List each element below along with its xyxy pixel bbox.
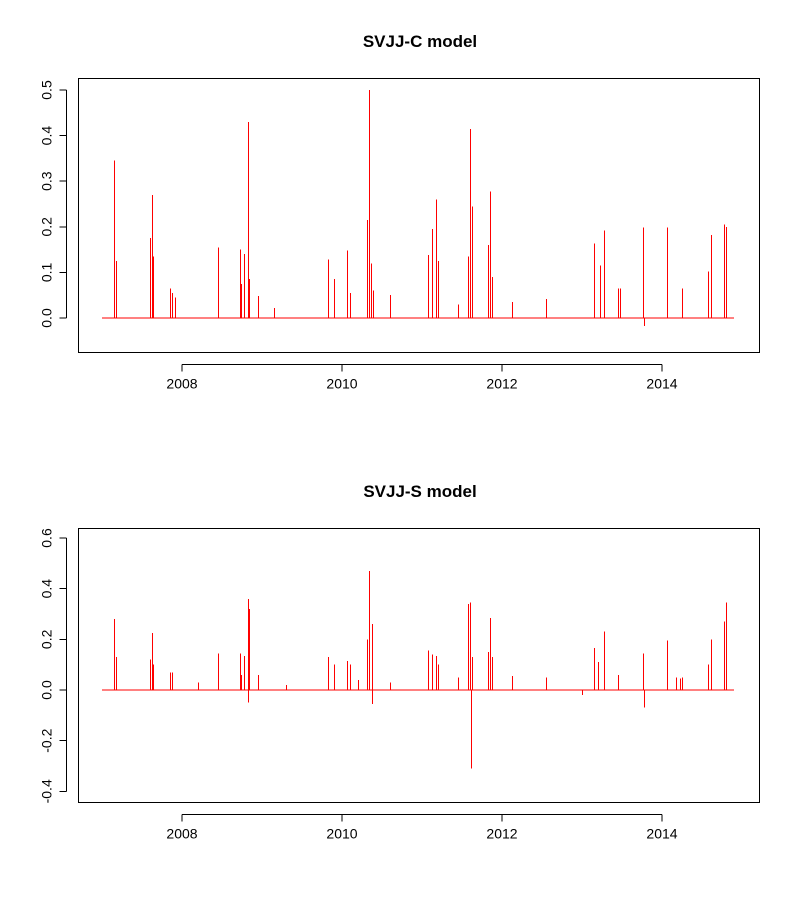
x-tick-label: 2008 [166,826,197,842]
y-axis: -0.4 -0.2 0.0 0.2 0.4 0.6 [39,528,67,803]
y-tick-label: 0.5 [39,80,55,100]
x-tick-label: 2008 [166,376,197,392]
chart-title: SVJJ-C model [363,32,477,51]
y-axis: 0.0 0.1 0.2 0.3 0.4 0.5 [39,80,67,328]
y-tick-label: 0.4 [39,126,55,146]
y-tick-label: 0.6 [39,528,55,548]
y-tick-label: 0.2 [39,629,55,649]
series-svjj-s [102,570,734,769]
x-tick-label: 2014 [646,376,677,392]
y-tick-label: 0.3 [39,171,55,191]
y-tick-label: 0.0 [39,308,55,328]
x-tick-label: 2014 [646,826,677,842]
y-tick-label: 0.2 [39,217,55,237]
y-tick-label: 0.4 [39,579,55,599]
x-tick-label: 2010 [326,826,357,842]
x-tick-label: 2012 [486,826,517,842]
x-axis: 2008 2010 2012 2014 [166,364,678,392]
x-axis: 2008 2010 2012 2014 [166,814,678,842]
x-tick-label: 2010 [326,376,357,392]
chart-title: SVJJ-S model [363,482,476,501]
y-tick-label: -0.4 [39,779,55,803]
y-tick-label: -0.2 [39,728,55,752]
plot-frame [78,528,760,803]
svjj-c-panel: SVJJ-C model 2008 2010 2012 2014 0.00.10.20… [39,32,760,392]
x-tick-label: 2012 [486,376,517,392]
plot-frame [78,78,760,353]
y-tick-label: 0.1 [39,262,55,282]
series-svjj-c [102,90,734,327]
y-tick-label: 0.0 [39,680,55,700]
svjj-s-panel: SVJJ-S model 2008 2010 2012 2014 -0.4 -0.2 0.… [39,482,760,842]
